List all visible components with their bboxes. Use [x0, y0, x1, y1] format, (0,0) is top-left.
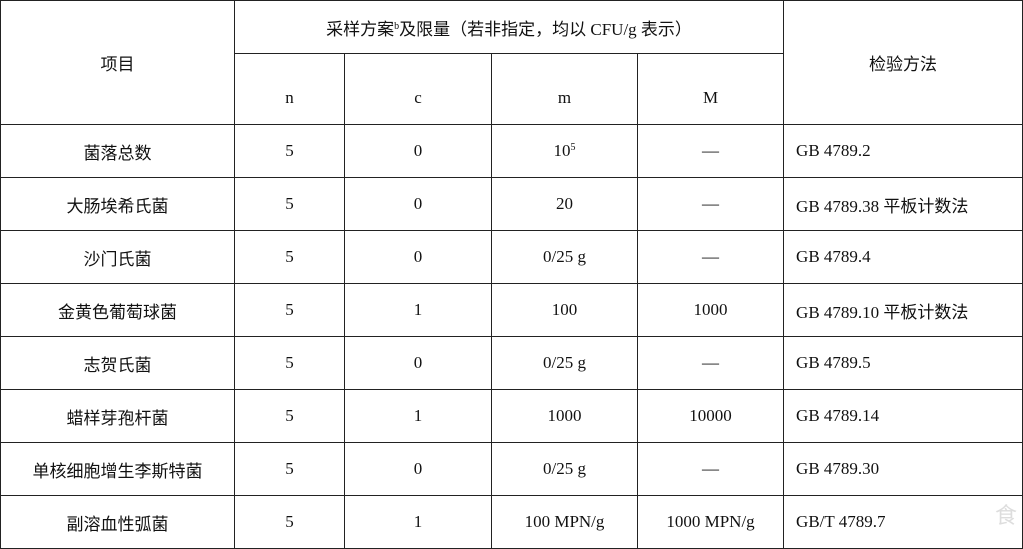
- cell-c: 0: [345, 178, 492, 231]
- cell-m: 1000: [492, 390, 638, 443]
- cell-n: 5: [235, 443, 345, 496]
- cell-n: 5: [235, 125, 345, 178]
- cell-item: 金黄色葡萄球菌: [1, 284, 235, 337]
- cell-m: 0/25 g: [492, 231, 638, 284]
- cell-n: 5: [235, 337, 345, 390]
- cell-method: GB 4789.4: [784, 231, 1023, 284]
- cell-n: 5: [235, 231, 345, 284]
- cell-M: —: [638, 443, 784, 496]
- cell-m: 100 MPN/g: [492, 496, 638, 549]
- cell-M: —: [638, 337, 784, 390]
- cell-M: —: [638, 125, 784, 178]
- header-m: m: [492, 54, 638, 125]
- cell-m: 105: [492, 125, 638, 178]
- cell-method: GB/T 4789.7: [784, 496, 1023, 549]
- cell-n: 5: [235, 390, 345, 443]
- cell-c: 0: [345, 231, 492, 284]
- cell-method: GB 4789.14: [784, 390, 1023, 443]
- cell-n: 5: [235, 496, 345, 549]
- cell-item: 菌落总数: [1, 125, 235, 178]
- header-method: 检验方法: [784, 1, 1023, 125]
- cell-item: 大肠埃希氏菌: [1, 178, 235, 231]
- cell-m: 0/25 g: [492, 443, 638, 496]
- cell-item: 志贺氏菌: [1, 337, 235, 390]
- cell-n: 5: [235, 284, 345, 337]
- cell-method: GB 4789.10 平板计数法: [784, 284, 1023, 337]
- cell-item: 蜡样芽孢杆菌: [1, 390, 235, 443]
- cell-M: 1000: [638, 284, 784, 337]
- cell-c: 1: [345, 284, 492, 337]
- cell-m: 100: [492, 284, 638, 337]
- cell-method: GB 4789.5: [784, 337, 1023, 390]
- cell-c: 1: [345, 496, 492, 549]
- cell-method: GB 4789.38 平板计数法: [784, 178, 1023, 231]
- cell-c: 0: [345, 443, 492, 496]
- cell-M: —: [638, 231, 784, 284]
- cell-item: 副溶血性弧菌: [1, 496, 235, 549]
- cell-M: 1000 MPN/g: [638, 496, 784, 549]
- header-c: c: [345, 54, 492, 125]
- watermark-logo: 食: [991, 505, 1021, 527]
- cell-method: GB 4789.2: [784, 125, 1023, 178]
- cell-M: 10000: [638, 390, 784, 443]
- cell-c: 0: [345, 337, 492, 390]
- header-row: 项目 采样方案b及限量（若非指定，均以 CFU/g 表示） 检验方法: [1, 1, 1023, 54]
- cell-m: 20: [492, 178, 638, 231]
- header-M: M: [638, 54, 784, 125]
- header-sampling-plan: 采样方案b及限量（若非指定，均以 CFU/g 表示）: [235, 1, 784, 54]
- cell-M: —: [638, 178, 784, 231]
- cell-c: 1: [345, 390, 492, 443]
- cell-n: 5: [235, 178, 345, 231]
- cell-item: 单核细胞增生李斯特菌: [1, 443, 235, 496]
- cell-method: GB 4789.30: [784, 443, 1023, 496]
- cell-m: 0/25 g: [492, 337, 638, 390]
- cell-item: 沙门氏菌: [1, 231, 235, 284]
- header-item: 项目: [1, 1, 235, 125]
- header-n: n: [235, 54, 345, 125]
- cell-c: 0: [345, 125, 492, 178]
